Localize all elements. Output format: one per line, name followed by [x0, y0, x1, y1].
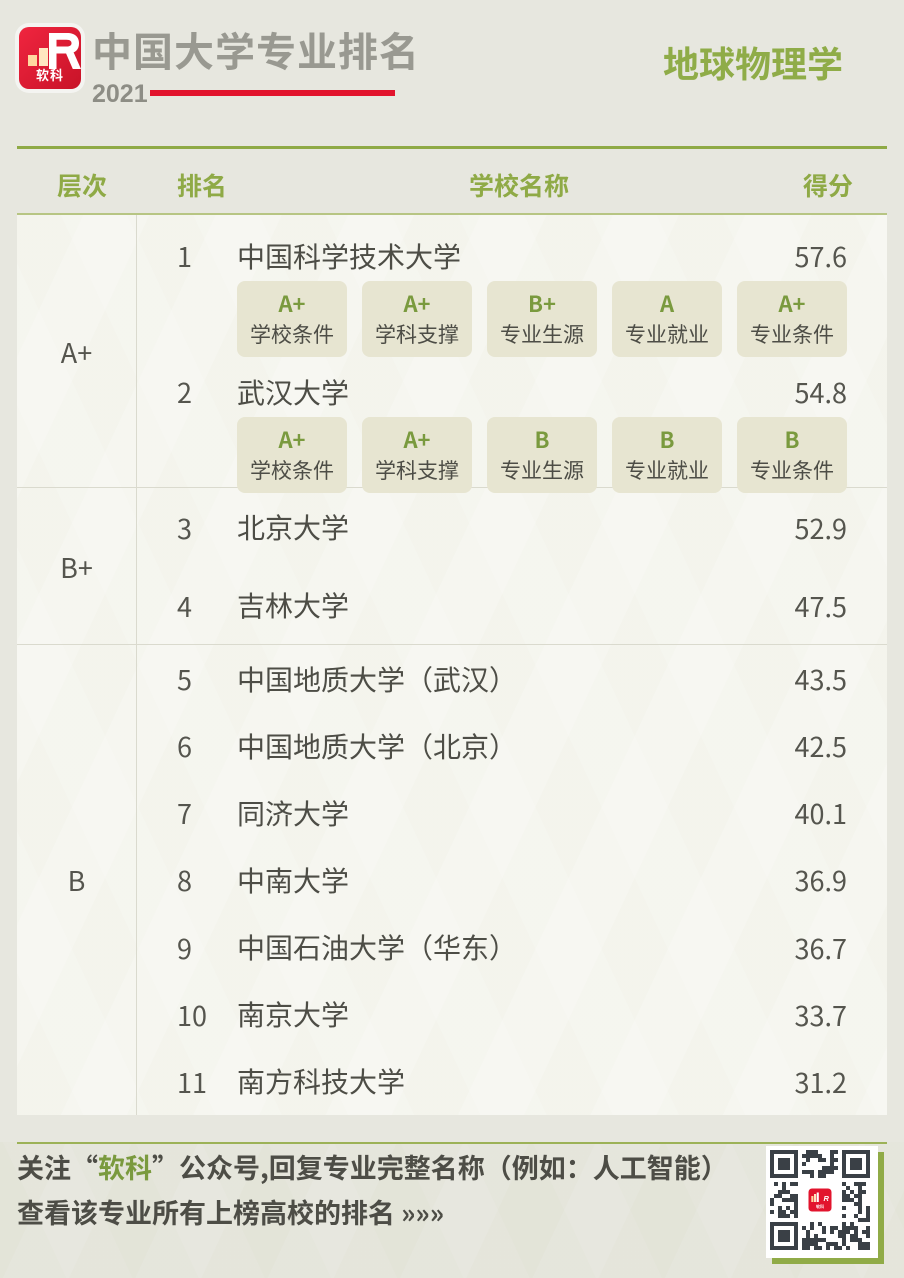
- svg-text:R: R: [824, 1194, 830, 1203]
- svg-text:软科: 软科: [816, 1203, 824, 1210]
